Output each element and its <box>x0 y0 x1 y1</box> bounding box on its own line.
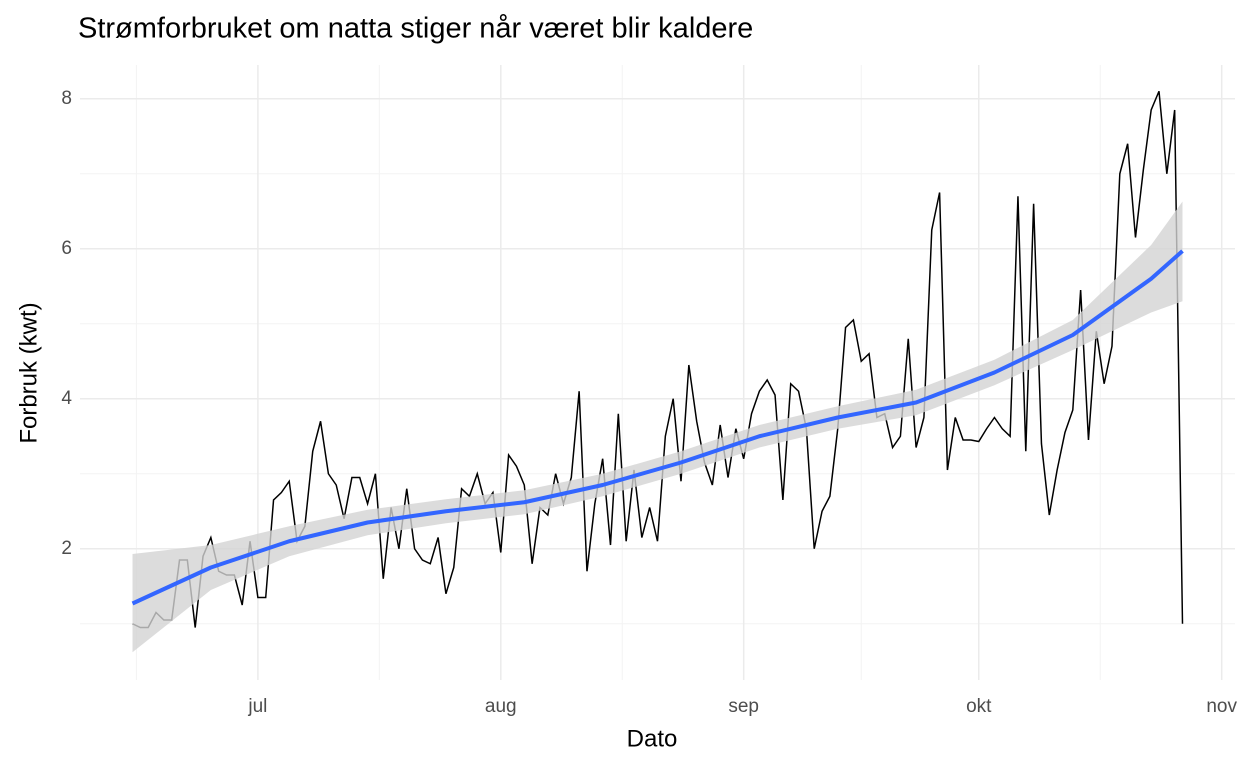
y-tick-label: 2 <box>61 538 72 559</box>
y-tick-label: 6 <box>61 238 72 259</box>
y-tick-label: 4 <box>61 388 72 409</box>
y-axis-label: Forbruk (kwt) <box>15 302 42 443</box>
x-tick-label: jul <box>247 696 267 717</box>
x-axis-label: Dato <box>627 725 678 752</box>
data-line <box>132 90 1184 629</box>
y-tick-label: 8 <box>61 88 72 109</box>
x-tick-label: sep <box>728 696 759 717</box>
x-tick-label: nov <box>1206 696 1237 717</box>
x-tick-label: okt <box>966 696 992 717</box>
chart-title: Strømforbruket om natta stiger når været… <box>78 13 753 45</box>
x-tick-label: aug <box>485 696 517 717</box>
smooth-line <box>131 249 1184 606</box>
